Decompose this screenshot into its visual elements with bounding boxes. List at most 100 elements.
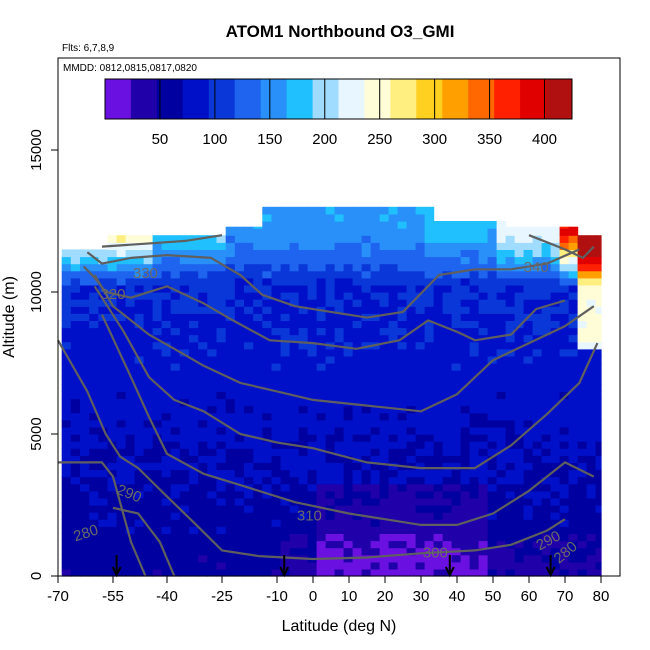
heatmap-cell bbox=[262, 306, 273, 314]
heatmap-cell bbox=[161, 441, 172, 449]
heatmap-cell bbox=[170, 263, 181, 272]
heatmap-cell bbox=[577, 469, 588, 478]
heatmap-cell bbox=[361, 490, 372, 499]
heatmap-cell bbox=[487, 561, 498, 570]
heatmap-cell bbox=[379, 419, 390, 428]
heatmap-cell bbox=[161, 391, 172, 400]
heatmap-cell bbox=[234, 235, 245, 243]
heatmap-cell bbox=[189, 505, 199, 513]
heatmap-cell bbox=[496, 313, 507, 321]
heatmap-cell bbox=[280, 206, 291, 215]
heatmap-cell bbox=[568, 377, 579, 385]
heatmap-cell bbox=[415, 263, 426, 272]
heatmap-cell bbox=[352, 292, 363, 300]
heatmap-cell bbox=[161, 434, 172, 442]
heatmap-cell bbox=[541, 505, 552, 513]
heatmap-cell bbox=[352, 568, 363, 577]
heatmap-cell bbox=[424, 419, 435, 428]
heatmap-cell bbox=[116, 441, 127, 449]
heatmap-cell bbox=[253, 284, 263, 293]
heatmap-cell bbox=[289, 419, 300, 428]
heatmap-cell bbox=[225, 334, 236, 343]
heatmap-cell bbox=[397, 270, 408, 279]
heatmap-cell bbox=[116, 334, 127, 343]
y-tick-label: 0 bbox=[28, 572, 45, 580]
heatmap-cell bbox=[262, 455, 273, 463]
heatmap-cell bbox=[343, 391, 354, 400]
heatmap-cell bbox=[244, 263, 254, 272]
heatmap-cell bbox=[143, 270, 154, 279]
heatmap-cell bbox=[352, 412, 363, 421]
heatmap-cell bbox=[424, 476, 435, 485]
heatmap-cell bbox=[271, 462, 282, 471]
heatmap-cell bbox=[253, 299, 263, 307]
heatmap-cell bbox=[134, 419, 145, 428]
heatmap-cell bbox=[433, 334, 444, 343]
heatmap-cell bbox=[433, 306, 444, 314]
heatmap-cell bbox=[595, 462, 602, 471]
heatmap-cell bbox=[496, 462, 507, 471]
heatmap-cell bbox=[577, 306, 588, 314]
heatmap-cell bbox=[325, 497, 336, 506]
heatmap-cell bbox=[487, 426, 498, 435]
heatmap-cell bbox=[244, 434, 254, 442]
heatmap-cell bbox=[550, 270, 561, 279]
heatmap-cell bbox=[577, 519, 588, 527]
heatmap-cell bbox=[487, 348, 498, 357]
heatmap-cell bbox=[451, 370, 462, 378]
heatmap-cell bbox=[225, 526, 236, 534]
heatmap-cell bbox=[595, 299, 602, 307]
heatmap-cell bbox=[80, 299, 90, 307]
heatmap-cell bbox=[532, 547, 543, 556]
heatmap-cell bbox=[550, 226, 561, 229]
heatmap-cell bbox=[307, 270, 318, 279]
heatmap-cell bbox=[125, 412, 136, 421]
heatmap-cell bbox=[559, 370, 570, 378]
heatmap-cell bbox=[379, 519, 390, 527]
heatmap-cell bbox=[334, 320, 345, 329]
contour-label: 300 bbox=[423, 545, 448, 562]
heatmap-cell bbox=[244, 320, 254, 329]
heatmap-cell bbox=[179, 313, 190, 321]
heatmap-cell bbox=[143, 547, 154, 556]
heatmap-cell bbox=[559, 426, 570, 435]
colorbar-swatch bbox=[442, 79, 469, 119]
heatmap-cell bbox=[487, 235, 498, 243]
heatmap-cell bbox=[244, 355, 254, 364]
heatmap-cell bbox=[505, 384, 516, 392]
heatmap-cell bbox=[262, 320, 273, 329]
heatmap-cell bbox=[415, 540, 426, 549]
heatmap-cell bbox=[198, 370, 208, 378]
heatmap-cell bbox=[424, 533, 435, 542]
heatmap-cell bbox=[424, 313, 435, 321]
heatmap-cell bbox=[559, 505, 570, 513]
colorbar-swatch bbox=[234, 79, 262, 119]
heatmap-cell bbox=[568, 469, 579, 478]
heatmap-cell bbox=[433, 476, 444, 485]
heatmap-cell bbox=[89, 377, 99, 385]
heatmap-cell bbox=[80, 320, 90, 329]
heatmap-cell bbox=[325, 284, 336, 293]
heatmap-cell bbox=[352, 320, 363, 329]
heatmap-cell bbox=[244, 547, 254, 556]
heatmap-cell bbox=[307, 341, 318, 350]
heatmap-cell bbox=[207, 434, 218, 442]
heatmap-cell bbox=[325, 235, 336, 243]
heatmap-cell bbox=[316, 505, 327, 513]
heatmap-cell bbox=[253, 455, 263, 463]
heatmap-cell bbox=[532, 497, 543, 506]
heatmap-cell bbox=[316, 313, 327, 321]
heatmap-cell bbox=[577, 540, 588, 549]
heatmap-cell bbox=[125, 306, 136, 314]
heatmap-cell bbox=[80, 348, 90, 357]
heatmap-cell bbox=[451, 497, 462, 506]
heatmap-cell bbox=[98, 561, 109, 570]
heatmap-cell bbox=[487, 462, 498, 471]
heatmap-cell bbox=[262, 299, 273, 307]
heatmap-cell bbox=[225, 441, 236, 449]
heatmap-cell bbox=[523, 526, 534, 534]
heatmap-cell bbox=[189, 284, 199, 293]
heatmap-cell bbox=[234, 412, 245, 421]
heatmap-cell bbox=[370, 306, 381, 314]
heatmap-cell bbox=[234, 405, 245, 414]
